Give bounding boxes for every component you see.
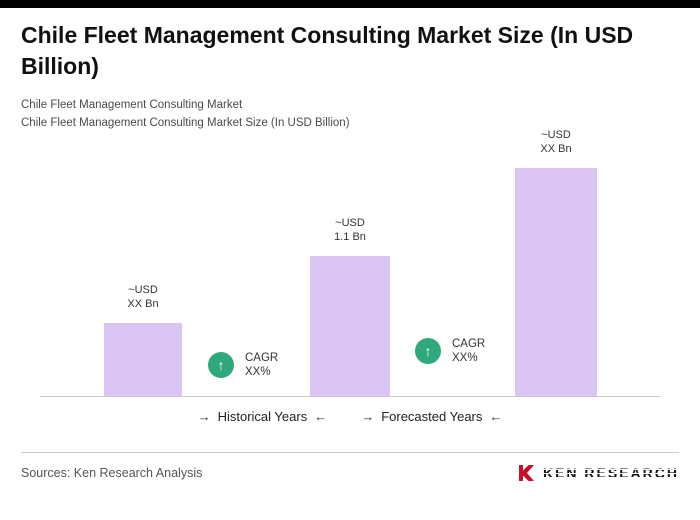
ken-research-logo: KEN RESEARCH bbox=[517, 463, 680, 483]
cagr-badge-1: ↑ CAGR XX% bbox=[208, 350, 278, 380]
legend-forecasted-years: → Forecasted Years ← bbox=[361, 409, 502, 424]
axis-legend-row: → Historical Years ← → Forecasted Years … bbox=[0, 409, 700, 424]
bar-group-forecasted: ~USD XX Bn bbox=[515, 128, 597, 397]
bar-value-label: ~USD XX Bn bbox=[127, 283, 158, 311]
arrow-left-icon: ← bbox=[314, 409, 328, 424]
cagr-text-2: CAGR XX% bbox=[452, 337, 485, 365]
bar-base-year bbox=[310, 256, 390, 397]
cagr-label: CAGR bbox=[452, 338, 486, 350]
bar-value-label: ~USD 1.1 Bn bbox=[334, 216, 366, 244]
bar-value-line2: XX Bn bbox=[127, 298, 159, 310]
chart-subtitle-market-size: Chile Fleet Management Consulting Market… bbox=[21, 117, 350, 129]
bar-value-line2: 1.1 Bn bbox=[334, 231, 366, 243]
bar-group-historical: ~USD XX Bn bbox=[104, 283, 182, 397]
bar-historical bbox=[104, 323, 182, 397]
bar-value-label: ~USD XX Bn bbox=[540, 128, 571, 156]
cagr-value: XX% bbox=[245, 366, 271, 378]
cagr-badge-2: ↑ CAGR XX% bbox=[415, 336, 485, 366]
arrow-left-icon: ← bbox=[489, 409, 503, 424]
bar-value-line1: ~USD bbox=[128, 284, 158, 296]
x-axis-baseline bbox=[40, 396, 660, 397]
legend-forecasted-label: Forecasted Years bbox=[381, 409, 483, 424]
arrow-right-icon: → bbox=[197, 409, 211, 424]
bar-value-line2: XX Bn bbox=[540, 143, 572, 155]
up-arrow-icon: ↑ bbox=[208, 352, 234, 378]
up-arrow-icon: ↑ bbox=[415, 338, 441, 364]
legend-historical-years: → Historical Years ← bbox=[198, 409, 328, 424]
bar-value-line1: ~USD bbox=[335, 217, 365, 229]
arrow-right-icon: → bbox=[361, 409, 375, 424]
ken-research-logo-text: KEN RESEARCH bbox=[542, 465, 680, 481]
cagr-text-1: CAGR XX% bbox=[245, 351, 278, 379]
cagr-label: CAGR bbox=[245, 352, 279, 364]
ken-research-k-icon bbox=[518, 465, 534, 481]
legend-historical-label: Historical Years bbox=[217, 409, 308, 424]
top-accent-bar bbox=[0, 0, 700, 8]
sources-text: Sources: Ken Research Analysis bbox=[21, 466, 203, 480]
bar-value-line1: ~USD bbox=[541, 129, 571, 141]
chart-subtitle-market: Chile Fleet Management Consulting Market bbox=[21, 99, 243, 111]
footer-divider bbox=[21, 452, 679, 453]
cagr-value: XX% bbox=[452, 352, 478, 364]
page-title: Chile Fleet Management Consulting Market… bbox=[21, 22, 634, 79]
bar-group-base-year: ~USD 1.1 Bn bbox=[310, 216, 390, 397]
bar-forecasted bbox=[515, 168, 597, 397]
